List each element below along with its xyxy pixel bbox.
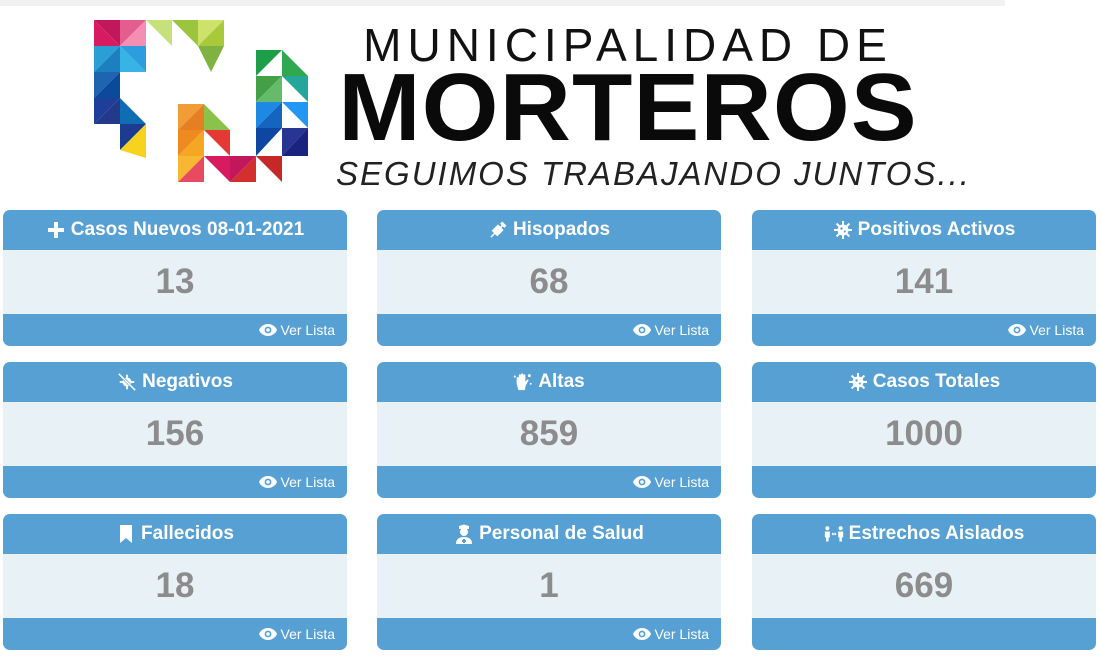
card-footer [752, 618, 1096, 650]
card-casos-totales: Casos Totales 1000 [752, 362, 1096, 498]
eye-icon [258, 628, 277, 640]
card-value: 141 [752, 250, 1096, 314]
eye-icon [258, 324, 277, 336]
eye-icon [258, 476, 277, 488]
ver-lista-link[interactable]: Ver Lista [632, 474, 709, 490]
card-personal-de-salud: Personal de Salud 1 Ver Lista [377, 514, 721, 650]
card-footer: Ver Lista [3, 466, 347, 498]
eye-icon [632, 324, 651, 336]
header: MUNICIPALIDAD DE MORTEROS SEGUIMOS TRABA… [0, 0, 1101, 205]
card-title: Hisopados [512, 219, 611, 240]
card-positivos-activos: Positivos Activos 141 Ver Lista [752, 210, 1096, 346]
card-value: 18 [3, 554, 347, 618]
card-casos-nuevos: Casos Nuevos 08-01-2021 13 Ver Lista [3, 210, 347, 346]
card-title: Negativos [142, 371, 233, 392]
card-fallecidos: Fallecidos 18 Ver Lista [3, 514, 347, 650]
people-arrows-icon [824, 524, 844, 544]
card-value: 13 [3, 250, 347, 314]
card-value: 669 [752, 554, 1096, 618]
card-value: 1000 [752, 402, 1096, 466]
eye-icon [632, 476, 651, 488]
ver-lista-label: Ver Lista [280, 626, 335, 642]
card-negativos: Negativos 156 Ver Lista [3, 362, 347, 498]
card-header: Negativos [3, 362, 347, 402]
card-estrechos-aislados: Estrechos Aislados 669 [752, 514, 1096, 650]
ver-lista-label: Ver Lista [1029, 322, 1084, 338]
ver-lista-label: Ver Lista [280, 474, 335, 490]
card-value: 1 [377, 554, 721, 618]
eye-icon [1007, 324, 1026, 336]
card-value: 156 [3, 402, 347, 466]
card-footer: Ver Lista [377, 314, 721, 346]
card-header: Hisopados [377, 210, 721, 250]
card-header: Positivos Activos [752, 210, 1096, 250]
plus-icon [46, 220, 66, 240]
syringe-icon [488, 220, 508, 240]
card-title: Casos Totales [872, 371, 1001, 392]
ver-lista-link[interactable]: Ver Lista [1007, 322, 1084, 338]
user-nurse-icon [454, 524, 474, 544]
card-title: Altas [538, 371, 585, 392]
ver-lista-link[interactable]: Ver Lista [258, 626, 335, 642]
header-tagline: SEGUIMOS TRABAJANDO JUNTOS... [336, 155, 971, 192]
virus-icon [848, 372, 868, 392]
ver-lista-label: Ver Lista [654, 474, 709, 490]
card-value: 859 [377, 402, 721, 466]
card-altas: Altas 859 Ver Lista [377, 362, 721, 498]
bookmark-icon [116, 524, 136, 544]
ver-lista-link[interactable]: Ver Lista [258, 322, 335, 338]
card-value: 68 [377, 250, 721, 314]
card-footer: Ver Lista [377, 466, 721, 498]
ver-lista-label: Ver Lista [654, 626, 709, 642]
card-title: Positivos Activos [857, 219, 1016, 240]
card-title: Estrechos Aislados [848, 523, 1025, 544]
top-divider [0, 0, 1005, 6]
card-hisopados: Hisopados 68 Ver Lista [377, 210, 721, 346]
card-footer: Ver Lista [3, 618, 347, 650]
ver-lista-label: Ver Lista [280, 322, 335, 338]
card-header: Casos Totales [752, 362, 1096, 402]
card-header: Fallecidos [3, 514, 347, 554]
header-title-municipalidad: MUNICIPALIDAD DE [363, 19, 893, 71]
card-title: Personal de Salud [479, 523, 644, 544]
virus-slash-icon [117, 372, 137, 392]
virus-icon [833, 220, 853, 240]
card-footer: Ver Lista [752, 314, 1096, 346]
eye-icon [632, 628, 651, 640]
ver-lista-link[interactable]: Ver Lista [632, 322, 709, 338]
card-title: Fallecidos [141, 523, 234, 544]
card-header: Personal de Salud [377, 514, 721, 554]
card-footer [752, 466, 1096, 498]
municipality-logo [94, 20, 308, 182]
card-header: Altas [377, 362, 721, 402]
card-header: Estrechos Aislados [752, 514, 1096, 554]
hands-wash-icon [513, 372, 533, 392]
header-title-morteros: MORTEROS [338, 54, 918, 161]
card-title: Casos Nuevos 08-01-2021 [70, 219, 305, 240]
card-footer: Ver Lista [3, 314, 347, 346]
ver-lista-label: Ver Lista [654, 322, 709, 338]
ver-lista-link[interactable]: Ver Lista [632, 626, 709, 642]
card-header: Casos Nuevos 08-01-2021 [3, 210, 347, 250]
ver-lista-link[interactable]: Ver Lista [258, 474, 335, 490]
card-footer: Ver Lista [377, 618, 721, 650]
